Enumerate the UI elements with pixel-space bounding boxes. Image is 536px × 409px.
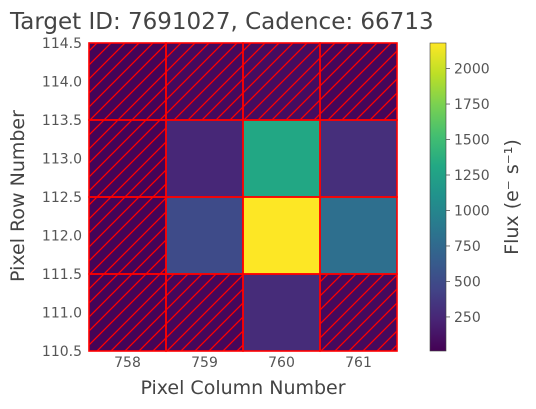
x-tick-label: 760 [268, 355, 295, 371]
y-tick-label: 113.5 [42, 113, 82, 129]
heatmap-cell [166, 197, 243, 274]
aperture-mask [88, 42, 398, 352]
heatmap-cell [243, 197, 320, 274]
mask-hatch-cell [88, 119, 167, 198]
colorbar [429, 42, 447, 352]
heatmap-cell [320, 120, 397, 197]
colorbar-tick-label: 500 [454, 274, 481, 290]
y-tick-label: 112.0 [42, 229, 82, 245]
colorbar-tick-label: 1250 [454, 168, 490, 184]
colorbar-tick-label: 1500 [454, 133, 490, 149]
mask-hatch-cell [319, 273, 398, 352]
colorbar-tick-label: 250 [454, 310, 481, 326]
heatmap-cell [320, 197, 397, 274]
heatmap-cell [166, 120, 243, 197]
mask-hatch-cell [88, 42, 167, 121]
y-tick-label: 112.5 [42, 190, 82, 206]
y-tick-label: 111.5 [42, 267, 82, 283]
colorbar-tick-label: 2000 [454, 62, 490, 78]
mask-hatch-cell [88, 196, 167, 275]
y-axis: 110.5 111.0 111.5 112.0 112.5 113.0 113.5 114.0… [42, 36, 82, 360]
mask-hatch-cell [165, 273, 244, 352]
y-tick-label: 114.5 [42, 36, 82, 52]
mask-hatch-cell [165, 42, 244, 121]
mask-hatch-cell [319, 42, 398, 121]
heatmap-cell [243, 120, 320, 197]
heatmap-cell [243, 274, 320, 351]
y-axis-title: Pixel Row Number [7, 110, 29, 282]
colorbar-title: Flux (e⁻ s⁻¹) [501, 139, 523, 255]
x-tick-label: 758 [114, 355, 141, 371]
x-tick-label: 759 [191, 355, 218, 371]
y-tick-label: 114.0 [42, 75, 82, 91]
colorbar-axis: 250 500 750 1000 1250 1500 1750 2000 [446, 62, 490, 326]
y-tick-label: 110.5 [42, 344, 82, 360]
x-axis: 758 759 760 761 [114, 355, 372, 371]
x-axis-title: Pixel Column Number [140, 377, 345, 399]
colorbar-tick-label: 1000 [454, 203, 490, 219]
y-tick-label: 113.0 [42, 152, 82, 168]
x-tick-label: 761 [345, 355, 372, 371]
colorbar-tick-label: 750 [454, 239, 481, 255]
y-tick-label: 111.0 [42, 306, 82, 322]
mask-hatch-cell [88, 273, 167, 352]
mask-hatch-cell [242, 42, 321, 121]
chart-title: Target ID: 7691027, Cadence: 66713 [9, 9, 434, 35]
colorbar-tick-label: 1750 [454, 97, 490, 113]
